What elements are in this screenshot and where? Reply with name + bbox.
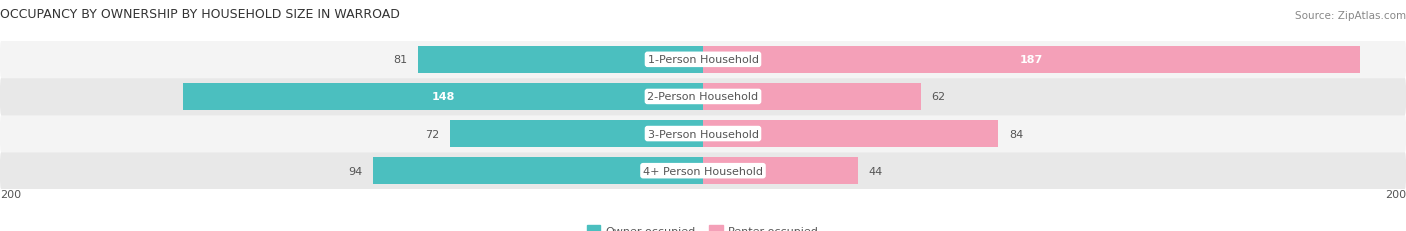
Text: 187: 187: [1019, 55, 1043, 65]
Bar: [703, 158, 858, 184]
Bar: [703, 84, 921, 110]
Text: 62: 62: [932, 92, 946, 102]
Text: 1-Person Household: 1-Person Household: [648, 55, 758, 65]
Bar: [183, 84, 703, 110]
Text: Source: ZipAtlas.com: Source: ZipAtlas.com: [1295, 11, 1406, 21]
Legend: Owner-occupied, Renter-occupied: Owner-occupied, Renter-occupied: [582, 221, 824, 231]
Text: 2-Person Household: 2-Person Household: [647, 92, 759, 102]
Bar: [703, 121, 998, 147]
Text: OCCUPANCY BY OWNERSHIP BY HOUSEHOLD SIZE IN WARROAD: OCCUPANCY BY OWNERSHIP BY HOUSEHOLD SIZE…: [0, 8, 399, 21]
FancyBboxPatch shape: [0, 152, 1406, 190]
Text: 200: 200: [0, 189, 21, 199]
FancyBboxPatch shape: [0, 115, 1406, 153]
FancyBboxPatch shape: [0, 78, 1406, 116]
Text: 200: 200: [1385, 189, 1406, 199]
Text: 44: 44: [869, 166, 883, 176]
Bar: [703, 47, 1361, 73]
Text: 94: 94: [347, 166, 363, 176]
Text: 84: 84: [1010, 129, 1024, 139]
Text: 148: 148: [432, 92, 454, 102]
Bar: [450, 121, 703, 147]
FancyBboxPatch shape: [0, 41, 1406, 79]
Text: 3-Person Household: 3-Person Household: [648, 129, 758, 139]
Bar: [373, 158, 703, 184]
Bar: [419, 47, 703, 73]
Text: 81: 81: [394, 55, 408, 65]
Text: 4+ Person Household: 4+ Person Household: [643, 166, 763, 176]
Text: 72: 72: [425, 129, 439, 139]
